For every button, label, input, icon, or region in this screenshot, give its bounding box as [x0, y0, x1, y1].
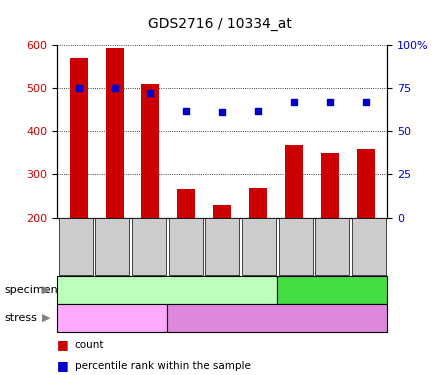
Bar — [142, 84, 159, 218]
Bar — [249, 188, 267, 218]
Point — [183, 108, 190, 114]
Text: GSM21690: GSM21690 — [254, 222, 264, 271]
Point — [255, 108, 262, 114]
Text: dessicated: dessicated — [247, 313, 307, 323]
Text: GSM21683: GSM21683 — [108, 222, 117, 271]
Text: GSM21688: GSM21688 — [181, 222, 190, 271]
Text: ■: ■ — [57, 339, 69, 351]
Text: count: count — [75, 340, 104, 350]
Text: commercial: commercial — [300, 285, 365, 295]
Text: ▶: ▶ — [42, 313, 51, 323]
Text: laboratory: laboratory — [139, 285, 196, 295]
Point — [111, 85, 118, 91]
Point — [75, 85, 82, 91]
Bar — [213, 206, 231, 218]
Text: GSM21689: GSM21689 — [218, 222, 227, 271]
Point — [326, 99, 334, 105]
Text: GDS2716 / 10334_at: GDS2716 / 10334_at — [148, 17, 292, 32]
Point — [290, 99, 297, 105]
Text: GSM21682: GSM21682 — [71, 222, 80, 271]
Text: GSM21704: GSM21704 — [328, 222, 337, 271]
Text: specimen: specimen — [4, 285, 58, 295]
Point — [219, 109, 226, 115]
Bar — [321, 153, 339, 218]
Point — [362, 99, 369, 105]
Text: control: control — [93, 313, 132, 323]
Bar — [177, 189, 195, 217]
Text: percentile rank within the sample: percentile rank within the sample — [75, 361, 251, 370]
Bar — [285, 146, 303, 218]
Text: stress: stress — [4, 313, 37, 323]
Bar — [357, 148, 374, 217]
Text: ■: ■ — [57, 359, 69, 372]
Bar — [70, 58, 88, 217]
Bar — [106, 48, 124, 217]
Point — [147, 90, 154, 96]
Text: GSM21703: GSM21703 — [291, 222, 300, 271]
Text: GSM21684: GSM21684 — [144, 222, 154, 271]
Text: ▶: ▶ — [42, 285, 51, 295]
Text: GSM21705: GSM21705 — [364, 222, 374, 271]
